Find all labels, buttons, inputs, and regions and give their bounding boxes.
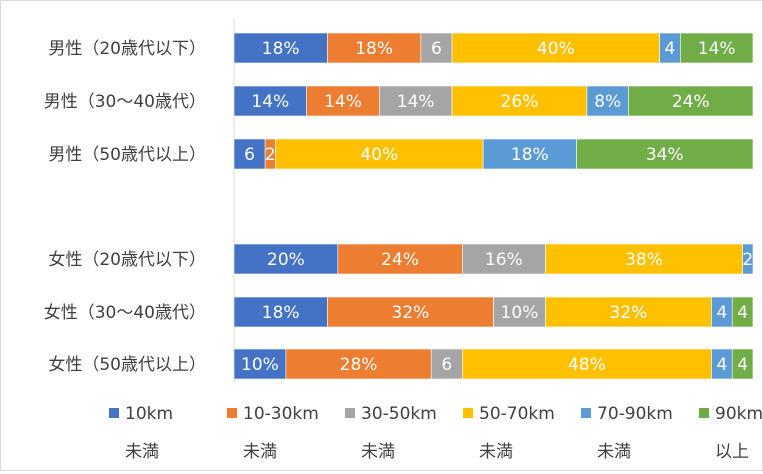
bar-segment xyxy=(275,138,484,170)
data-label: 32% xyxy=(392,303,430,323)
data-label: 32% xyxy=(610,303,648,323)
legend-label-line2: 未満 xyxy=(361,442,395,462)
legend-label: 30-50km xyxy=(361,404,437,424)
data-label: 4 xyxy=(737,355,748,375)
data-label: 38% xyxy=(625,250,663,270)
legend-swatch xyxy=(699,408,709,418)
bar-segment xyxy=(586,85,629,117)
data-label: 14% xyxy=(324,92,362,112)
category-label: 男性（50歳代以上） xyxy=(48,145,206,165)
legend-label-line2: 未満 xyxy=(479,442,513,462)
data-label: 6 xyxy=(244,145,255,165)
bar-segment xyxy=(576,138,754,170)
category-label: 男性（20歳代以下） xyxy=(48,39,206,59)
data-label: 2 xyxy=(742,250,753,270)
data-label: 18% xyxy=(511,145,549,165)
legend-swatch xyxy=(463,408,473,418)
data-label: 40% xyxy=(360,145,398,165)
data-label: 28% xyxy=(340,355,378,375)
legend-swatch xyxy=(109,408,119,418)
bar-segment xyxy=(462,348,712,380)
legend-label: 10-30km xyxy=(243,404,319,424)
data-label: 14% xyxy=(251,92,289,112)
legend-label-line2: 以上 xyxy=(715,442,749,462)
bar-segment xyxy=(493,296,546,328)
data-label: 18% xyxy=(262,39,300,59)
legend-label-line2: 未満 xyxy=(243,442,277,462)
legend-label: 10km xyxy=(125,404,173,424)
legend-swatch xyxy=(345,408,355,418)
legend-label: 70-90km xyxy=(597,404,673,424)
legend-swatch xyxy=(581,408,591,418)
data-label: 26% xyxy=(501,92,539,112)
data-label: 34% xyxy=(646,145,684,165)
legend-swatch xyxy=(227,408,237,418)
bar-segment xyxy=(545,296,712,328)
legend-label: 90km xyxy=(715,404,762,424)
data-label: 18% xyxy=(355,39,393,59)
category-label: 男性（30～40歳代） xyxy=(44,92,206,112)
category-label: 女性（30～40歳代） xyxy=(44,303,206,323)
data-label: 8% xyxy=(594,92,621,112)
bar-segment xyxy=(327,32,422,64)
bar-segment xyxy=(337,243,463,275)
bar-segment xyxy=(420,32,453,64)
data-label: 4 xyxy=(737,303,748,323)
bar-segment xyxy=(731,296,754,328)
bar-segment xyxy=(462,243,546,275)
data-label: 4 xyxy=(665,39,676,59)
bar-segment xyxy=(482,138,577,170)
category-label: 女性（50歳代以上） xyxy=(48,355,206,375)
bar-segment xyxy=(233,85,307,117)
data-label: 10% xyxy=(501,303,539,323)
bar-segment xyxy=(742,243,754,275)
bar-segment xyxy=(233,348,287,380)
data-label: 24% xyxy=(381,250,419,270)
data-label: 20% xyxy=(267,250,305,270)
data-label: 14% xyxy=(698,39,736,59)
bar-segment xyxy=(233,243,339,275)
data-label: 10% xyxy=(241,355,279,375)
bar-segment xyxy=(680,32,754,64)
data-label: 24% xyxy=(672,92,710,112)
data-label: 48% xyxy=(568,355,606,375)
bar-segment xyxy=(628,85,754,117)
bar-segment xyxy=(430,348,463,380)
bar-segment xyxy=(327,296,494,328)
bar-segment xyxy=(451,85,588,117)
legend-label-line2: 未満 xyxy=(597,442,631,462)
bar-segment xyxy=(233,296,328,328)
category-label: 女性（20歳代以下） xyxy=(48,250,206,270)
bar-segment xyxy=(731,348,754,380)
legend-label: 50-70km xyxy=(479,404,555,424)
data-label: 14% xyxy=(397,92,435,112)
data-label: 6 xyxy=(441,355,452,375)
data-label: 16% xyxy=(485,250,523,270)
bar-segment xyxy=(285,348,432,380)
data-label: 40% xyxy=(537,39,575,59)
bar-segment xyxy=(545,243,743,275)
data-label: 6 xyxy=(431,39,442,59)
bar-segment xyxy=(233,138,266,170)
legend-label-line2: 未満 xyxy=(125,442,159,462)
data-label: 4 xyxy=(716,303,727,323)
data-label: 18% xyxy=(262,303,300,323)
data-label: 2 xyxy=(265,145,276,165)
data-label: 4 xyxy=(716,355,727,375)
